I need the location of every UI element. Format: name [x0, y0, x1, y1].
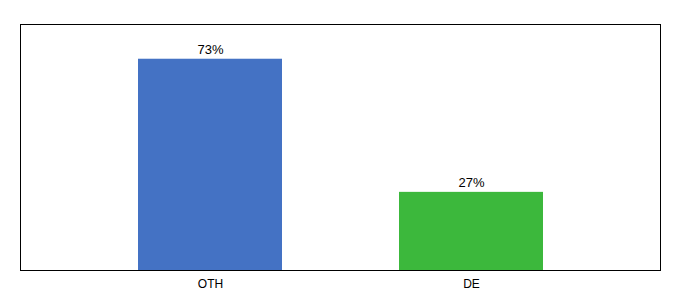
svg-text:73%: 73% [197, 42, 223, 57]
svg-text:OTH: OTH [198, 277, 223, 291]
svg-text:DE: DE [463, 277, 480, 291]
svg-text:27%: 27% [458, 175, 484, 190]
